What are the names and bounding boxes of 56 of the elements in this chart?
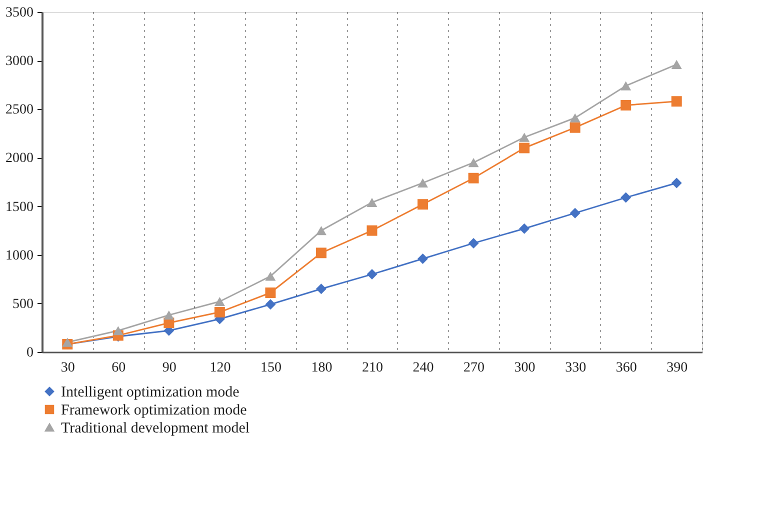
y-tick-label: 1500 — [6, 200, 34, 215]
x-tick-label: 210 — [362, 360, 383, 376]
point — [620, 192, 632, 203]
x-tick-label: 390 — [666, 360, 688, 376]
point — [164, 310, 174, 320]
point — [366, 225, 378, 236]
x-tick-label: 330 — [565, 360, 586, 376]
point — [570, 208, 580, 218]
point — [418, 178, 428, 188]
x-tick-label: 120 — [210, 360, 231, 376]
point — [671, 96, 682, 107]
x-tick-label: 300 — [514, 360, 536, 376]
point — [418, 254, 428, 264]
point — [671, 60, 682, 69]
point — [620, 81, 632, 90]
point — [62, 338, 73, 347]
point — [620, 100, 632, 110]
x-tick-label: 240 — [412, 360, 434, 376]
legend-label: Traditional development model — [61, 420, 250, 436]
point — [366, 198, 378, 207]
legend-label: Framework optimization mode — [61, 402, 248, 418]
point — [214, 296, 225, 306]
y-tick-label: 500 — [12, 296, 34, 312]
point — [468, 238, 479, 248]
point — [519, 142, 530, 154]
point — [214, 306, 225, 318]
point — [316, 284, 326, 294]
y-tick-label: 3000 — [6, 54, 34, 70]
x-tick-label: 270 — [464, 360, 485, 376]
y-tick-label: 1000 — [6, 248, 34, 264]
point — [418, 199, 428, 210]
y-tick-label: 0 — [26, 346, 34, 360]
legend-label: Intelligent optimization mode — [61, 384, 240, 400]
point — [112, 326, 124, 336]
point — [265, 288, 276, 298]
point — [366, 269, 378, 280]
y-tick-label: 2500 — [6, 102, 34, 118]
point — [468, 158, 479, 168]
x-tick-label: 150 — [260, 360, 282, 376]
x-tick-label: 90 — [162, 360, 176, 376]
point — [468, 172, 479, 184]
y-tick-label: 2000 — [6, 151, 34, 166]
point — [519, 132, 530, 142]
point — [671, 178, 682, 188]
point — [519, 223, 530, 234]
y-tick-label: 3500 — [6, 6, 34, 20]
point — [570, 113, 580, 122]
point — [265, 272, 276, 281]
point — [316, 226, 326, 236]
point — [570, 122, 580, 133]
point — [265, 299, 276, 310]
x-tick-label: 180 — [311, 360, 332, 376]
x-tick-label: 30 — [60, 360, 75, 376]
x-tick-label: 60 — [112, 360, 126, 376]
x-tick-label: 360 — [616, 360, 637, 376]
point — [316, 248, 326, 258]
